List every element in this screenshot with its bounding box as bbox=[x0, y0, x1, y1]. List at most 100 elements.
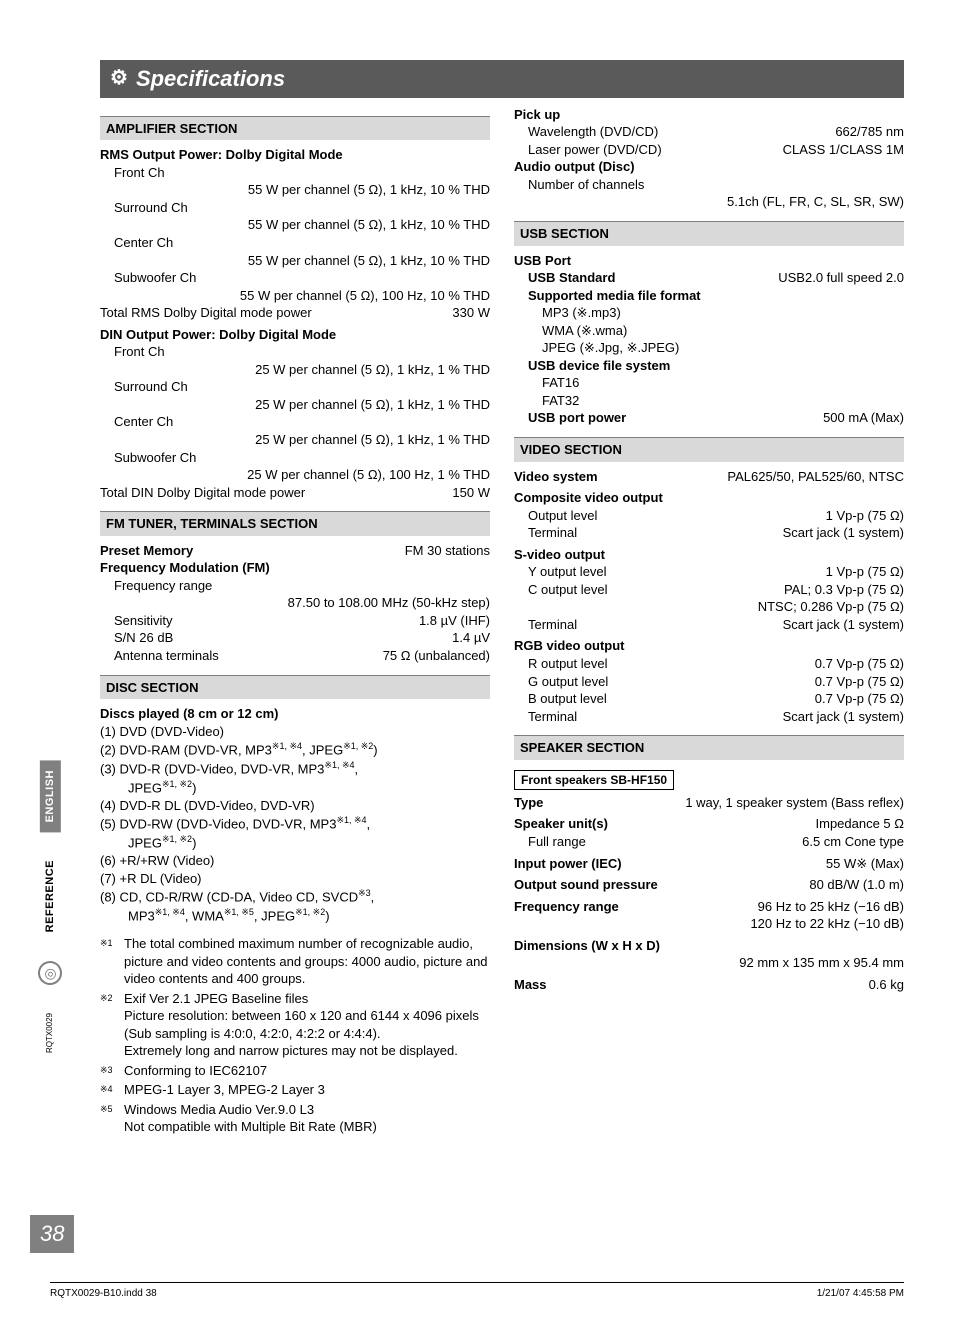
r-out-k: R output level bbox=[528, 655, 807, 673]
sp-dim-k: Dimensions (W x H x D) bbox=[514, 937, 904, 955]
composite-title: Composite video output bbox=[514, 489, 904, 507]
r-out-v: 0.7 Vp-p (75 Ω) bbox=[807, 655, 904, 673]
rgb-title: RGB video output bbox=[514, 637, 904, 655]
usb-std-v: USB2.0 full speed 2.0 bbox=[770, 269, 904, 287]
disc-header: DISC SECTION bbox=[100, 675, 490, 700]
rms-front-ch: Front Ch bbox=[100, 164, 490, 182]
preset-memory-v: FM 30 stations bbox=[397, 542, 490, 560]
usb-std-k: USB Standard bbox=[528, 269, 770, 287]
antenna-k: Antenna terminals bbox=[114, 647, 375, 665]
pickup-title: Pick up bbox=[514, 106, 904, 124]
laser-k: Laser power (DVD/CD) bbox=[528, 141, 775, 159]
comp-term-k: Terminal bbox=[528, 524, 775, 542]
sp-freq-v1: 96 Hz to 25 kHz (−16 dB) bbox=[750, 898, 904, 916]
video-sys-k: Video system bbox=[514, 468, 719, 486]
page-title: ⚙ Specifications bbox=[100, 60, 904, 98]
wavelength-v: 662/785 nm bbox=[827, 123, 904, 141]
s-term-k: Terminal bbox=[528, 616, 775, 634]
rms-total-k: Total RMS Dolby Digital mode power bbox=[100, 304, 444, 322]
c-out-k: C output level bbox=[528, 581, 776, 599]
rms-sub-ch: Subwoofer Ch bbox=[100, 269, 490, 287]
gear-icon: ⚙ bbox=[110, 65, 128, 92]
sensitivity-v: 1.8 µV (IHF) bbox=[411, 612, 490, 630]
rms-surround-ch: Surround Ch bbox=[100, 199, 490, 217]
usb-header: USB SECTION bbox=[514, 221, 904, 246]
sp-freq-v2: 120 Hz to 22 kHz (−10 dB) bbox=[514, 915, 904, 933]
b-out-k: B output level bbox=[528, 690, 807, 708]
laser-v: CLASS 1/CLASS 1M bbox=[775, 141, 904, 159]
svideo-title: S-video output bbox=[514, 546, 904, 564]
freq-range-v: 87.50 to 108.00 MHz (50-kHz step) bbox=[100, 594, 490, 612]
sp-freq-k: Frequency range bbox=[514, 898, 750, 916]
fm-mod-title: Frequency Modulation (FM) bbox=[100, 559, 490, 577]
din-center-ch: Center Ch bbox=[100, 413, 490, 431]
book-icon: ◎ bbox=[35, 957, 66, 988]
speaker-header: SPEAKER SECTION bbox=[514, 735, 904, 760]
din-total-k: Total DIN Dolby Digital mode power bbox=[100, 484, 444, 502]
sp-input-k: Input power (IEC) bbox=[514, 855, 818, 873]
doc-code-label: RQTX0029 bbox=[45, 1013, 56, 1053]
disc-2: (2) DVD-RAM (DVD-VR, MP3※1, ※4, JPEG※1, … bbox=[100, 740, 490, 759]
disc-4: (4) DVD-R DL (DVD-Video, DVD-VR) bbox=[100, 797, 490, 815]
sp-dim-v: 92 mm x 135 mm x 95.4 mm bbox=[514, 954, 904, 972]
rms-center-ch: Center Ch bbox=[100, 234, 490, 252]
disc-6: (6) +R/+RW (Video) bbox=[100, 852, 490, 870]
din-sub-val: 25 W per channel (5 Ω), 100 Hz, 1 % THD bbox=[100, 466, 490, 484]
sp-press-k: Output sound pressure bbox=[514, 876, 801, 894]
usb-jpeg: JPEG (※.Jpg, ※.JPEG) bbox=[514, 339, 904, 357]
audio-out-title: Audio output (Disc) bbox=[514, 158, 904, 176]
video-sys-v: PAL625/50, PAL525/60, NTSC bbox=[719, 468, 904, 486]
note-2: ※2 Exif Ver 2.1 JPEG Baseline files Pict… bbox=[100, 990, 490, 1060]
sp-unit-k: Speaker unit(s) bbox=[514, 815, 808, 833]
s-term-v: Scart jack (1 system) bbox=[775, 616, 904, 634]
din-sub-ch: Subwoofer Ch bbox=[100, 449, 490, 467]
language-tag: ENGLISH bbox=[40, 760, 61, 832]
sp-type-k: Type bbox=[514, 794, 677, 812]
y-out-k: Y output level bbox=[528, 563, 818, 581]
discs-title: Discs played (8 cm or 12 cm) bbox=[100, 705, 490, 723]
reference-label: REFERENCE bbox=[43, 860, 58, 932]
disc-1: (1) DVD (DVD-Video) bbox=[100, 723, 490, 741]
amplifier-header: AMPLIFIER SECTION bbox=[100, 116, 490, 141]
c-out-v2: NTSC; 0.286 Vp-p (75 Ω) bbox=[514, 598, 904, 616]
sp-full-v: 6.5 cm Cone type bbox=[794, 833, 904, 851]
rgb-term-v: Scart jack (1 system) bbox=[775, 708, 904, 726]
num-channels-v: 5.1ch (FL, FR, C, SL, SR, SW) bbox=[514, 193, 904, 211]
sp-input-v: 55 W※ (Max) bbox=[818, 855, 904, 873]
din-center-val: 25 W per channel (5 Ω), 1 kHz, 1 % THD bbox=[100, 431, 490, 449]
sp-mass-v: 0.6 kg bbox=[861, 976, 904, 994]
usb-wma: WMA (※.wma) bbox=[514, 322, 904, 340]
din-front-ch: Front Ch bbox=[100, 343, 490, 361]
usb-media-title: Supported media file format bbox=[514, 287, 904, 305]
sp-full-k: Full range bbox=[528, 833, 794, 851]
c-out-v1: PAL; 0.3 Vp-p (75 Ω) bbox=[776, 581, 904, 599]
wavelength-k: Wavelength (DVD/CD) bbox=[528, 123, 827, 141]
front-speakers-box: Front speakers SB-HF150 bbox=[514, 770, 674, 790]
usb-power-k: USB port power bbox=[528, 409, 815, 427]
usb-fs-title: USB device file system bbox=[514, 357, 904, 375]
sp-mass-k: Mass bbox=[514, 976, 861, 994]
note-5: ※5 Windows Media Audio Ver.9.0 L3 Not co… bbox=[100, 1101, 490, 1136]
sp-press-v: 80 dB/W (1.0 m) bbox=[801, 876, 904, 894]
fm-tuner-header: FM TUNER, TERMINALS SECTION bbox=[100, 511, 490, 536]
usb-fat16: FAT16 bbox=[514, 374, 904, 392]
din-total-v: 150 W bbox=[444, 484, 490, 502]
comp-out-k: Output level bbox=[528, 507, 818, 525]
disc-5: (5) DVD-RW (DVD-Video, DVD-VR, MP3※1, ※4… bbox=[100, 814, 490, 852]
num-channels-k: Number of channels bbox=[514, 176, 904, 194]
sn-v: 1.4 µV bbox=[444, 629, 490, 647]
page-number: 38 bbox=[30, 1215, 74, 1253]
sidebar: ENGLISH REFERENCE ◎ RQTX0029 bbox=[38, 760, 62, 1053]
rgb-term-k: Terminal bbox=[528, 708, 775, 726]
freq-range-k: Frequency range bbox=[100, 577, 490, 595]
comp-out-v: 1 Vp-p (75 Ω) bbox=[818, 507, 904, 525]
sensitivity-k: Sensitivity bbox=[114, 612, 411, 630]
rms-title: RMS Output Power: Dolby Digital Mode bbox=[100, 146, 490, 164]
footer: RQTX0029-B10.indd 38 1/21/07 4:45:58 PM bbox=[50, 1282, 904, 1301]
din-title: DIN Output Power: Dolby Digital Mode bbox=[100, 326, 490, 344]
rms-total-v: 330 W bbox=[444, 304, 490, 322]
din-surround-val: 25 W per channel (5 Ω), 1 kHz, 1 % THD bbox=[100, 396, 490, 414]
note-4: ※4 MPEG-1 Layer 3, MPEG-2 Layer 3 bbox=[100, 1081, 490, 1099]
rms-center-val: 55 W per channel (5 Ω), 1 kHz, 10 % THD bbox=[100, 252, 490, 270]
preset-memory-k: Preset Memory bbox=[100, 542, 397, 560]
